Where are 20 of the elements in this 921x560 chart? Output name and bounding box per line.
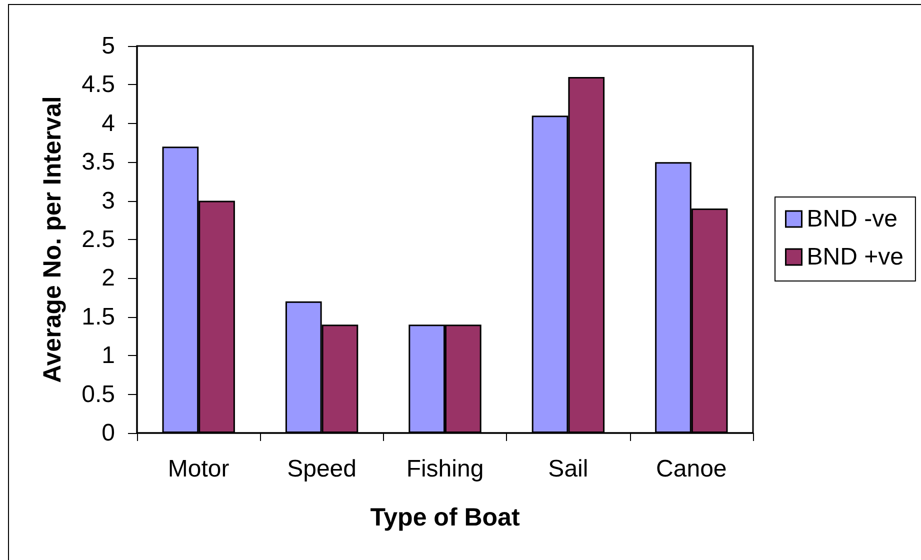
y-axis-title: Average No. per Interval: [38, 96, 66, 383]
y-tick-label: 2.5: [82, 226, 115, 253]
y-tick-label: 4.5: [82, 71, 115, 98]
x-tick-label: Motor: [168, 456, 230, 482]
y-tick-label: 1.5: [82, 303, 115, 330]
legend-label: BND -ve: [806, 206, 898, 232]
y-tick-label: 4: [102, 110, 115, 137]
y-tick-label: 5: [102, 32, 115, 60]
y-tick-label: 0.5: [82, 380, 115, 408]
legend-label: BND +ve: [806, 244, 904, 270]
x-tick-label: Speed: [287, 456, 357, 482]
x-axis-title: Type of Boat: [370, 504, 520, 532]
x-tick-label: Fishing: [406, 456, 484, 482]
y-tick-label: 2: [102, 264, 115, 292]
y-tick-label: 1: [102, 342, 115, 370]
y-tick-label: 3: [102, 187, 115, 214]
x-tick-label: Sail: [548, 456, 588, 482]
y-tick-label: 3.5: [82, 148, 115, 176]
x-tick-label: Canoe: [656, 456, 727, 482]
y-tick-label: 0: [102, 420, 115, 446]
